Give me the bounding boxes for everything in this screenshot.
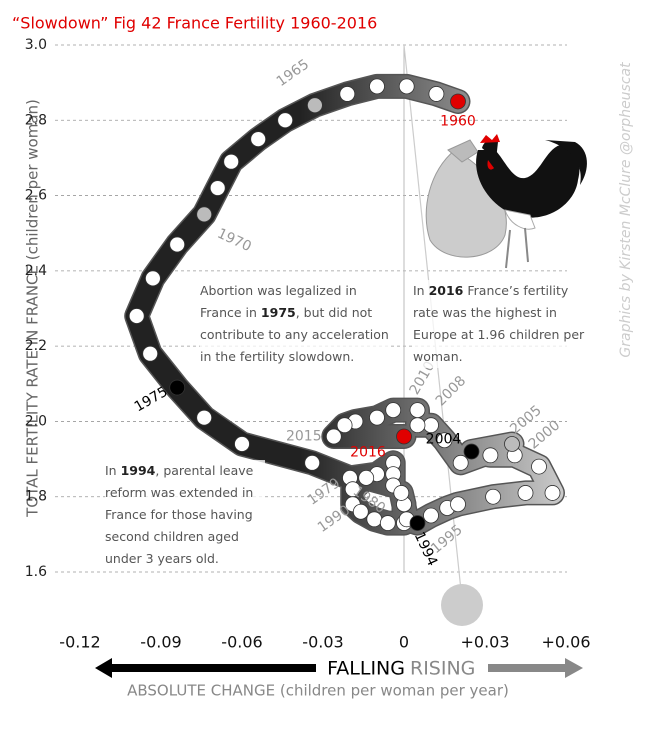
year-point <box>409 417 426 434</box>
x-tick-label: -0.03 <box>302 633 343 652</box>
x-tick-label: +0.03 <box>460 633 509 652</box>
year-point <box>304 454 321 471</box>
y-tick-label: 2.2 <box>25 338 47 354</box>
year-point <box>423 417 439 434</box>
year-point <box>482 447 499 464</box>
year-point <box>398 78 415 95</box>
year-label: 1965 <box>274 56 312 90</box>
year-label: 1960 <box>440 113 476 129</box>
x-axis-label: ABSOLUTE CHANGE (children per woman per … <box>127 682 509 700</box>
year-point <box>393 485 410 501</box>
y-tick-label: 2.4 <box>25 263 47 279</box>
year-point <box>209 180 226 196</box>
year-point <box>325 428 342 445</box>
year-point <box>369 409 385 426</box>
year-point <box>234 436 250 452</box>
year-label: 1970 <box>215 226 254 256</box>
y-axis-label: TOTAL FERTILITY RATE IN FRANCE (children… <box>24 99 42 518</box>
year-point <box>277 112 294 129</box>
year-point <box>144 270 161 287</box>
year-point <box>544 485 561 501</box>
x-tick-label: -0.09 <box>140 633 181 652</box>
rising-label: RISING <box>410 658 475 680</box>
year-label: 1975 <box>132 384 171 416</box>
falling-arrow <box>95 658 316 678</box>
x-tick-label: -0.06 <box>221 633 262 652</box>
year-point <box>369 78 385 95</box>
year-label: 2008 <box>433 373 470 410</box>
y-tick-label: 1.8 <box>25 489 47 505</box>
year-label: 2004 <box>426 432 462 448</box>
year-point <box>517 485 534 501</box>
year-point <box>128 308 145 324</box>
y-tick-label: 3.0 <box>25 37 47 53</box>
year-point <box>142 345 159 362</box>
x-tick-label: -0.12 <box>59 633 100 652</box>
year-point <box>428 86 445 102</box>
year-label: 2015 <box>286 428 322 444</box>
year-point <box>169 236 186 253</box>
y-tick-label: 2.6 <box>25 188 47 204</box>
falling-label: FALLING <box>327 658 405 680</box>
year-point <box>336 417 353 434</box>
year-point <box>396 428 412 445</box>
year-point <box>352 503 369 520</box>
rising-arrow <box>488 658 583 678</box>
year-point <box>485 488 502 505</box>
chart-title: “Slowdown” Fig 42 France Fertility 1960-… <box>12 14 377 33</box>
year-point <box>250 131 267 148</box>
y-tick-label: 1.6 <box>25 564 47 580</box>
x-tick-label: 0 <box>399 633 409 652</box>
year-point <box>196 206 213 223</box>
year-point <box>531 458 547 475</box>
year-point <box>169 379 186 396</box>
year-point <box>409 402 426 419</box>
pendulum-weight <box>441 584 483 626</box>
rooster-illustration <box>425 134 587 269</box>
year-point <box>379 515 396 531</box>
year-point <box>463 443 480 460</box>
year-point <box>450 93 466 110</box>
year-point <box>358 469 375 486</box>
credit: Graphics by Kirsten McClure @orpheuscat <box>618 62 634 358</box>
year-point <box>385 402 402 419</box>
year-point <box>196 409 213 426</box>
y-tick-label: 2.8 <box>25 112 47 128</box>
year-point <box>452 454 469 471</box>
annotation: In 1994, parental leave reform was exten… <box>105 460 265 570</box>
year-point <box>223 153 240 170</box>
year-point <box>450 496 466 513</box>
year-point <box>339 86 356 102</box>
annotation: In 2016 France’s fertility rate was the … <box>413 280 585 368</box>
y-tick-label: 2.0 <box>25 413 47 429</box>
year-point <box>306 97 323 114</box>
year-point <box>436 432 453 449</box>
year-point <box>409 515 426 531</box>
year-point <box>504 436 520 452</box>
year-label: 1990 <box>315 502 353 536</box>
x-tick-label: +0.06 <box>541 633 590 652</box>
year-label: 2016 <box>350 444 386 460</box>
year-point <box>423 507 439 524</box>
annotation: Abortion was legalized in France in 1975… <box>200 280 390 368</box>
